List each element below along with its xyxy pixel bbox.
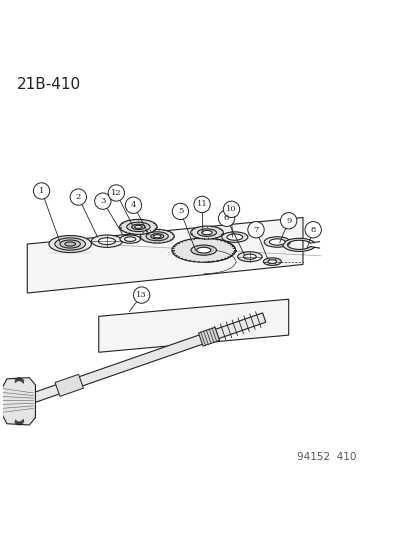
Ellipse shape	[124, 237, 135, 241]
Ellipse shape	[65, 242, 75, 246]
Ellipse shape	[171, 238, 235, 262]
Ellipse shape	[146, 232, 168, 241]
Text: 7: 7	[253, 226, 258, 234]
Ellipse shape	[196, 247, 210, 253]
Text: 6: 6	[223, 214, 229, 222]
Ellipse shape	[263, 258, 281, 265]
Text: 4: 4	[131, 201, 136, 209]
Polygon shape	[0, 377, 36, 425]
Ellipse shape	[119, 220, 157, 235]
Circle shape	[304, 222, 320, 238]
Circle shape	[280, 213, 296, 229]
Ellipse shape	[237, 252, 261, 262]
Ellipse shape	[140, 229, 174, 243]
Text: 9: 9	[285, 217, 291, 225]
Polygon shape	[282, 238, 314, 252]
Text: 11: 11	[196, 200, 207, 208]
Polygon shape	[27, 217, 302, 293]
Ellipse shape	[190, 245, 216, 255]
Ellipse shape	[190, 226, 223, 239]
Ellipse shape	[120, 235, 140, 243]
Ellipse shape	[269, 239, 285, 245]
Circle shape	[172, 203, 188, 220]
Ellipse shape	[131, 224, 145, 230]
Ellipse shape	[153, 235, 161, 238]
Text: 8: 8	[310, 226, 315, 234]
Polygon shape	[198, 327, 219, 346]
Polygon shape	[99, 299, 288, 352]
Ellipse shape	[98, 238, 115, 245]
Ellipse shape	[221, 232, 247, 243]
Polygon shape	[55, 374, 83, 397]
Text: 2: 2	[76, 193, 81, 201]
Ellipse shape	[243, 254, 256, 259]
Circle shape	[95, 193, 111, 209]
Ellipse shape	[126, 222, 150, 231]
Polygon shape	[28, 313, 265, 404]
Circle shape	[70, 189, 86, 205]
Text: 21B-410: 21B-410	[17, 77, 81, 92]
Text: 13: 13	[136, 291, 147, 299]
Circle shape	[223, 201, 239, 217]
Ellipse shape	[267, 260, 276, 263]
Ellipse shape	[201, 230, 212, 235]
Ellipse shape	[49, 236, 91, 253]
Ellipse shape	[60, 240, 80, 248]
Circle shape	[133, 287, 150, 303]
Ellipse shape	[91, 235, 122, 247]
Circle shape	[218, 210, 234, 227]
Circle shape	[125, 197, 141, 213]
Text: 94152  410: 94152 410	[296, 452, 355, 462]
Text: 12: 12	[111, 189, 121, 197]
Ellipse shape	[134, 225, 142, 228]
Text: 5: 5	[177, 207, 183, 215]
Circle shape	[193, 196, 210, 213]
Ellipse shape	[150, 233, 163, 239]
Ellipse shape	[55, 238, 85, 250]
Text: 3: 3	[100, 197, 105, 205]
Ellipse shape	[226, 234, 242, 240]
Circle shape	[108, 185, 124, 201]
Text: 1: 1	[39, 187, 44, 195]
Circle shape	[33, 183, 50, 199]
Text: 10: 10	[225, 205, 236, 213]
Ellipse shape	[197, 229, 216, 236]
Circle shape	[247, 222, 263, 238]
Ellipse shape	[263, 237, 290, 247]
